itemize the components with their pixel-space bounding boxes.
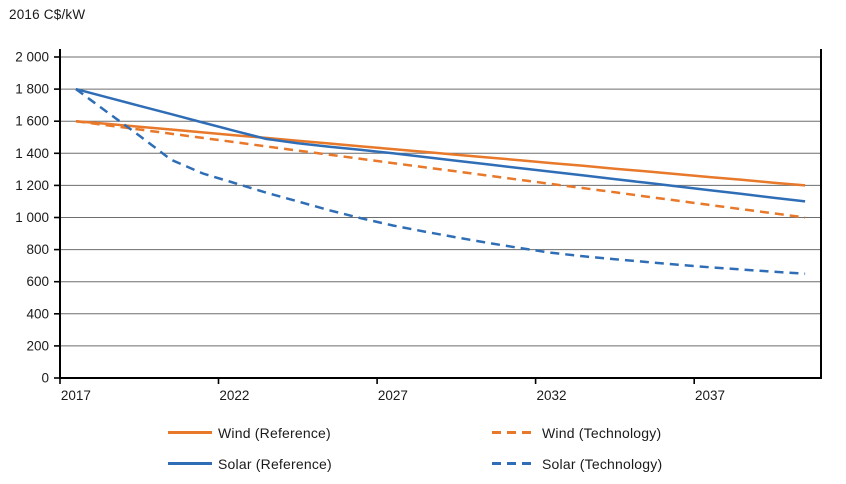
x-tick-labels: 2017 2022 2027 2032 2037 <box>61 388 725 403</box>
svg-text:1 200: 1 200 <box>15 178 49 193</box>
svg-text:400: 400 <box>26 306 49 321</box>
series-line-wind-technology <box>75 119 806 219</box>
dashed-line-swatch <box>492 431 536 434</box>
legend-label: Solar (Reference) <box>218 455 332 472</box>
legend-label: Solar (Technology) <box>542 455 663 472</box>
svg-text:2017: 2017 <box>61 388 91 403</box>
legend-item-wind-technology: Wind (Technology) <box>492 425 662 441</box>
legend-item-solar-technology: Solar (Technology) <box>492 456 662 472</box>
svg-text:2022: 2022 <box>219 388 249 403</box>
svg-text:1 000: 1 000 <box>15 210 49 225</box>
y-tick-labels: 0 200 400 600 800 1 000 1 200 1 400 1 600 1 800 2 … <box>15 50 49 386</box>
svg-text:0: 0 <box>41 371 49 386</box>
legend-label: Wind (Technology) <box>542 424 662 441</box>
svg-text:1 600: 1 600 <box>15 114 49 129</box>
svg-text:2027: 2027 <box>378 388 408 403</box>
series-line-solar-reference <box>75 87 806 203</box>
gridlines <box>60 56 821 347</box>
legend: Wind (Reference) Wind (Technology) Solar (… <box>168 417 662 479</box>
svg-text:800: 800 <box>26 242 49 257</box>
axis-unit-label: 2016 C$/kW <box>9 7 86 22</box>
series-line-wind-reference <box>75 119 806 187</box>
svg-text:1 800: 1 800 <box>15 82 49 97</box>
axes <box>59 49 822 379</box>
svg-text:200: 200 <box>26 338 49 353</box>
tick-marks <box>54 56 696 384</box>
svg-text:600: 600 <box>26 274 49 289</box>
plot-area: 0 200 400 600 800 1 000 1 200 1 400 1 600 1 800 2 … <box>15 49 822 403</box>
series-line-solar-technology <box>75 88 806 275</box>
series-lines <box>75 87 806 275</box>
svg-text:2 000: 2 000 <box>15 50 49 65</box>
svg-text:2037: 2037 <box>695 388 725 403</box>
solid-line-swatch <box>168 431 212 434</box>
legend-item-solar-reference: Solar (Reference) <box>168 456 492 472</box>
dashed-line-swatch <box>492 462 536 465</box>
svg-text:1 400: 1 400 <box>15 146 49 161</box>
svg-text:2032: 2032 <box>536 388 566 403</box>
solid-line-swatch <box>168 462 212 465</box>
legend-item-wind-reference: Wind (Reference) <box>168 425 492 441</box>
legend-label: Wind (Reference) <box>218 424 331 441</box>
